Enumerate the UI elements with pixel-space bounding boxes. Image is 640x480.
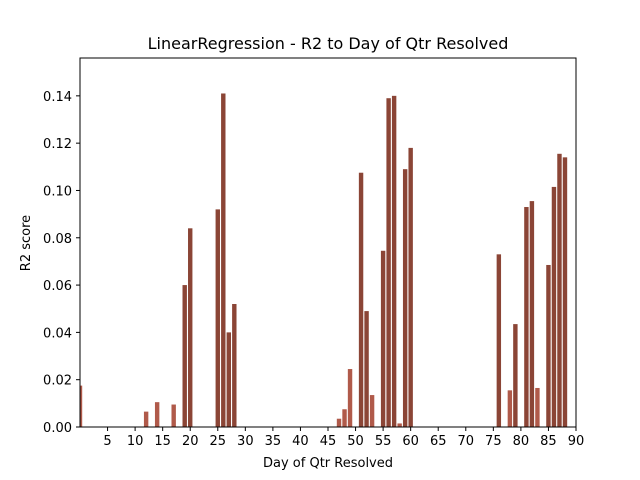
bar-day-14 — [154, 402, 160, 427]
bar-day-55 — [380, 250, 386, 427]
bar-day-47 — [336, 418, 342, 427]
bar-day-0 — [80, 385, 83, 427]
bar-day-49 — [347, 369, 353, 427]
x-tick-label: 10 — [127, 434, 144, 449]
x-tick-label: 65 — [430, 434, 447, 449]
x-tick-label: 60 — [402, 434, 419, 449]
bar-day-19 — [182, 285, 187, 427]
bar-day-83 — [535, 387, 540, 427]
y-ticks: 0.00 0.02 0.04 0.06 0.08 0.10 0.12 0.14 — [43, 90, 80, 436]
x-tick-label: 20 — [182, 434, 199, 449]
y-axis-label: R2 score — [19, 215, 34, 271]
bar-day-58 — [397, 423, 402, 427]
bar-day-78 — [507, 390, 513, 427]
x-tick-label: 40 — [292, 434, 309, 449]
x-tick-label: 75 — [485, 434, 502, 449]
x-tick-label: 35 — [265, 434, 282, 449]
bar-day-52 — [364, 311, 369, 427]
x-tick-label: 55 — [375, 434, 392, 449]
bar-day-25 — [215, 209, 220, 427]
bar-day-81 — [524, 207, 529, 427]
y-tick-label: 0.02 — [43, 374, 72, 389]
chart-title: LinearRegression - R2 to Day of Qtr Reso… — [148, 34, 509, 53]
y-tick-label: 0.14 — [43, 90, 72, 105]
bar-day-86 — [551, 186, 557, 427]
bar-day-17 — [171, 404, 176, 427]
y-tick-label: 0.06 — [43, 279, 72, 294]
y-tick-label: 0.04 — [43, 326, 72, 341]
bar-day-20 — [188, 228, 193, 427]
x-tick-label: 25 — [210, 434, 227, 449]
x-tick-label: 45 — [320, 434, 337, 449]
plot-frame — [79, 57, 577, 428]
x-tick-label: 50 — [347, 434, 364, 449]
x-tick-label: 90 — [568, 434, 585, 449]
x-tick-label: 15 — [154, 434, 171, 449]
bar-day-59 — [402, 169, 408, 427]
bar-day-27 — [226, 332, 232, 427]
bar-day-79 — [513, 324, 518, 427]
x-tick-label: 5 — [103, 434, 111, 449]
bar-day-26 — [221, 93, 226, 427]
bar-day-28 — [232, 304, 237, 427]
x-ticks: 5 10 15 20 25 30 35 40 45 50 55 60 65 70 75 80 85 90 — [103, 427, 584, 449]
bar-day-76 — [496, 254, 502, 427]
x-tick-label: 80 — [513, 434, 530, 449]
x-tick-label: 70 — [458, 434, 475, 449]
bar-day-88 — [562, 157, 568, 427]
bar-day-53 — [369, 395, 375, 427]
bar-day-48 — [342, 409, 347, 427]
bar-day-85 — [546, 264, 551, 427]
y-tick-label: 0.08 — [43, 232, 72, 247]
bar-day-82 — [529, 201, 535, 427]
bar-day-60 — [408, 147, 413, 427]
y-tick-label: 0.00 — [43, 421, 72, 436]
x-tick-label: 85 — [540, 434, 557, 449]
bar-day-12 — [143, 411, 149, 427]
y-tick-label: 0.12 — [43, 137, 72, 152]
x-axis-label: Day of Qtr Resolved — [263, 456, 393, 471]
bars-group — [80, 93, 568, 427]
bar-day-56 — [386, 98, 391, 427]
y-tick-label: 0.10 — [43, 184, 72, 199]
bar-day-51 — [358, 172, 364, 427]
bar-day-87 — [557, 153, 562, 427]
bar-day-57 — [391, 95, 397, 427]
x-tick-label: 30 — [237, 434, 254, 449]
